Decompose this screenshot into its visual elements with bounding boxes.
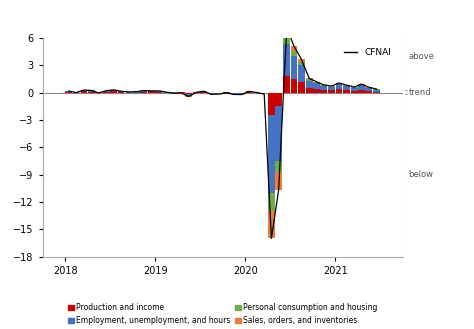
- Legend: CFNAI: CFNAI: [340, 44, 395, 61]
- Bar: [320, 85, 327, 86]
- Bar: [268, 211, 275, 239]
- Bar: [216, 92, 223, 93]
- Bar: [155, 91, 162, 92]
- Bar: [336, 84, 342, 89]
- Bar: [283, 37, 290, 44]
- Bar: [291, 46, 297, 51]
- Bar: [298, 65, 304, 82]
- Bar: [88, 91, 95, 92]
- Bar: [81, 91, 88, 92]
- Bar: [133, 92, 140, 93]
- Bar: [81, 90, 88, 91]
- Bar: [358, 85, 365, 90]
- Bar: [95, 92, 102, 93]
- Bar: [313, 89, 320, 92]
- Bar: [313, 84, 320, 89]
- Bar: [95, 93, 102, 94]
- Bar: [313, 82, 320, 83]
- Bar: [216, 93, 223, 94]
- Bar: [178, 93, 185, 94]
- Bar: [73, 92, 79, 93]
- Bar: [275, 161, 282, 172]
- Bar: [291, 56, 297, 79]
- Text: trend: trend: [408, 88, 431, 97]
- Bar: [320, 90, 327, 92]
- Bar: [126, 92, 133, 93]
- Bar: [110, 90, 117, 91]
- Text: below: below: [408, 170, 433, 179]
- Bar: [185, 92, 192, 94]
- Bar: [320, 86, 327, 90]
- Bar: [223, 92, 230, 93]
- Bar: [253, 91, 259, 92]
- Bar: [365, 88, 372, 91]
- Bar: [351, 88, 358, 91]
- Bar: [65, 91, 72, 92]
- Bar: [328, 87, 335, 90]
- Bar: [133, 91, 140, 92]
- Bar: [268, 193, 275, 211]
- Bar: [283, 76, 290, 92]
- Bar: [230, 92, 237, 93]
- Bar: [95, 91, 102, 92]
- Bar: [275, 106, 282, 161]
- Bar: [328, 86, 335, 87]
- Bar: [230, 93, 237, 94]
- Bar: [201, 91, 207, 92]
- Bar: [298, 59, 304, 62]
- Bar: [208, 92, 214, 93]
- Bar: [283, 28, 290, 37]
- Bar: [291, 51, 297, 56]
- Bar: [88, 90, 95, 91]
- Bar: [261, 93, 268, 94]
- Bar: [291, 79, 297, 92]
- Bar: [126, 91, 133, 92]
- Bar: [351, 87, 358, 88]
- Text: above: above: [408, 52, 434, 61]
- Bar: [118, 91, 124, 92]
- Bar: [343, 90, 349, 92]
- Bar: [65, 92, 72, 93]
- Bar: [374, 90, 380, 91]
- Bar: [238, 92, 245, 94]
- Bar: [306, 78, 313, 79]
- Bar: [140, 91, 147, 92]
- Bar: [313, 83, 320, 84]
- Bar: [298, 82, 304, 92]
- Bar: [185, 94, 192, 96]
- Bar: [283, 44, 290, 76]
- Bar: [306, 79, 313, 81]
- Bar: [298, 62, 304, 65]
- Bar: [374, 91, 380, 92]
- Bar: [358, 84, 365, 85]
- Bar: [103, 91, 110, 92]
- Bar: [268, 115, 275, 193]
- Bar: [351, 91, 358, 92]
- Bar: [328, 90, 335, 92]
- Bar: [336, 83, 342, 84]
- Bar: [178, 91, 185, 92]
- Bar: [306, 88, 313, 92]
- Bar: [148, 91, 155, 92]
- Legend: Production and income, Employment, unemployment, and hours, Personal consumption: Production and income, Employment, unemp…: [68, 303, 378, 325]
- Bar: [110, 91, 117, 92]
- Bar: [208, 93, 214, 94]
- Bar: [365, 87, 372, 88]
- Bar: [343, 85, 349, 86]
- Bar: [306, 81, 313, 88]
- Text: Chicago Fed National Activity Index, by Categories: Chicago Fed National Activity Index, by …: [6, 12, 301, 22]
- Bar: [358, 90, 365, 92]
- Bar: [336, 89, 342, 92]
- Bar: [275, 92, 282, 106]
- Bar: [253, 92, 259, 93]
- Bar: [171, 92, 178, 93]
- Bar: [365, 91, 372, 92]
- Bar: [275, 172, 282, 190]
- Bar: [268, 92, 275, 115]
- Bar: [178, 92, 185, 93]
- Bar: [374, 89, 380, 90]
- Bar: [261, 92, 268, 93]
- Bar: [343, 86, 349, 90]
- Bar: [246, 91, 252, 92]
